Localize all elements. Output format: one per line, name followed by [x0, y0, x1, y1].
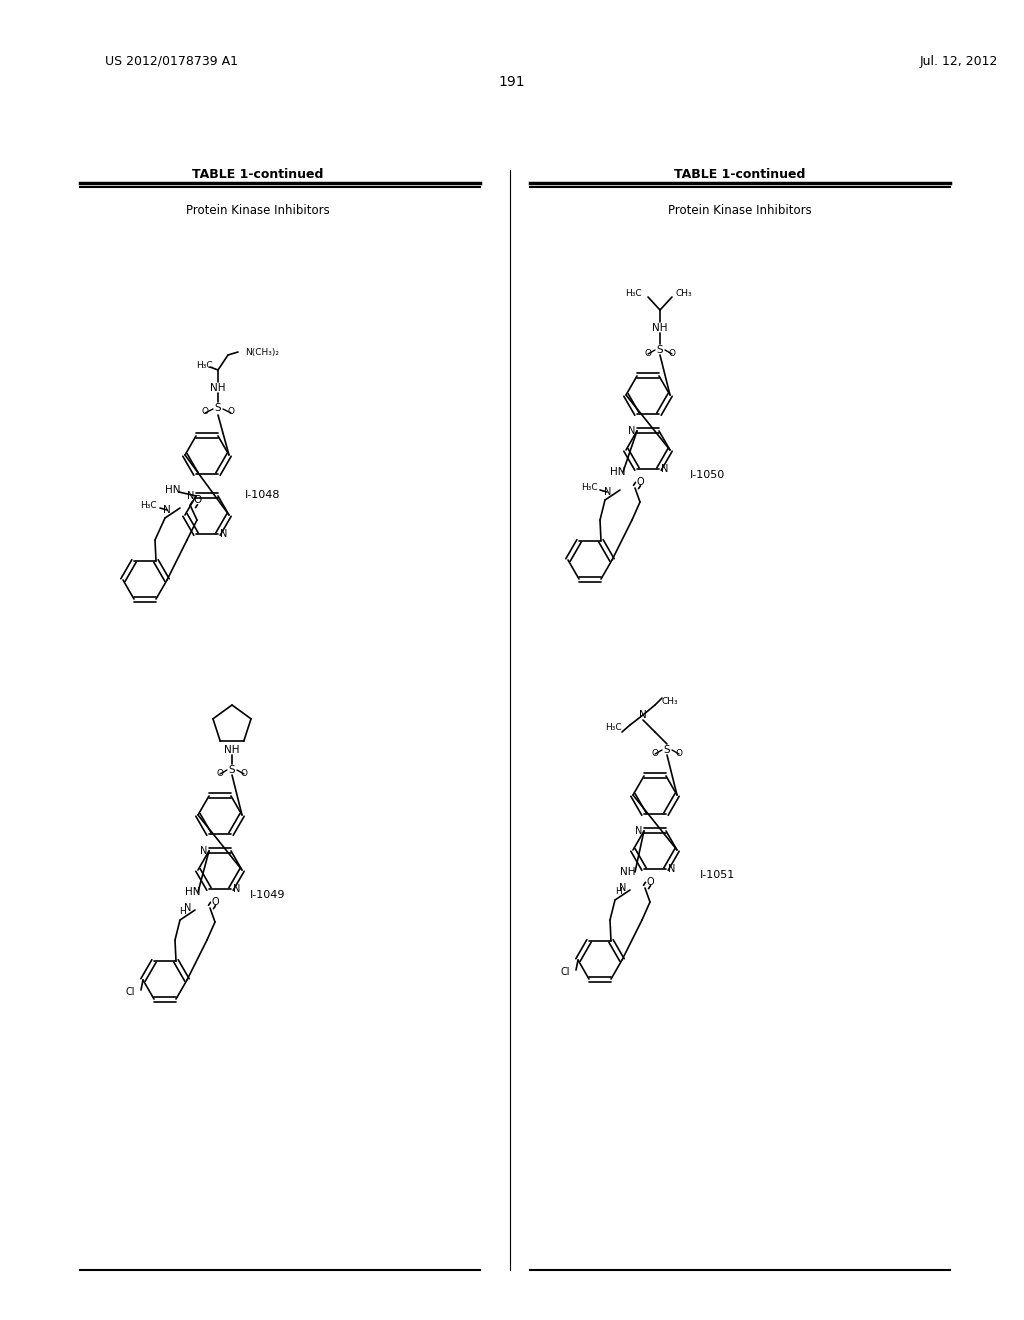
Text: Protein Kinase Inhibitors: Protein Kinase Inhibitors [668, 203, 812, 216]
Text: S: S [228, 766, 236, 775]
Text: S: S [656, 345, 664, 355]
Text: H: H [179, 908, 186, 916]
Text: HN: HN [610, 467, 626, 477]
Text: H₃C: H₃C [605, 723, 622, 733]
Text: N: N [668, 865, 676, 874]
Text: O: O [211, 898, 219, 907]
Text: O: O [202, 408, 209, 417]
Text: US 2012/0178739 A1: US 2012/0178739 A1 [105, 55, 238, 69]
Text: I-1048: I-1048 [245, 490, 281, 500]
Text: H: H [614, 887, 622, 896]
Text: I-1050: I-1050 [690, 470, 725, 480]
Text: H₃C: H₃C [197, 360, 213, 370]
Text: NH: NH [210, 383, 225, 393]
Text: H₃C: H₃C [140, 500, 157, 510]
Text: O: O [646, 876, 653, 887]
Text: O: O [241, 768, 248, 777]
Text: Cl: Cl [560, 968, 570, 977]
Text: Jul. 12, 2012: Jul. 12, 2012 [920, 55, 998, 69]
Text: N: N [186, 491, 194, 502]
Text: O: O [676, 748, 683, 758]
Text: TABLE 1-continued: TABLE 1-continued [193, 169, 324, 181]
Text: O: O [644, 348, 651, 358]
Text: O: O [216, 768, 223, 777]
Text: NH: NH [224, 744, 240, 755]
Text: O: O [651, 748, 658, 758]
Text: Cl: Cl [126, 987, 135, 997]
Text: O: O [669, 348, 676, 358]
Text: CH₃: CH₃ [676, 289, 692, 298]
Text: N: N [200, 846, 207, 855]
Text: N: N [184, 903, 191, 913]
Text: O: O [636, 477, 644, 487]
Text: NH: NH [621, 867, 636, 876]
Text: H₃C: H₃C [582, 483, 598, 492]
Text: TABLE 1-continued: TABLE 1-continued [675, 169, 806, 181]
Text: I-1049: I-1049 [250, 890, 286, 900]
Text: N: N [639, 710, 647, 719]
Text: N: N [662, 465, 669, 474]
Text: Protein Kinase Inhibitors: Protein Kinase Inhibitors [186, 203, 330, 216]
Text: N(CH₃)₂: N(CH₃)₂ [245, 347, 279, 356]
Text: N: N [620, 883, 627, 894]
Text: S: S [664, 744, 671, 755]
Text: H₃C: H₃C [626, 289, 642, 298]
Text: NH: NH [652, 323, 668, 333]
Text: S: S [215, 403, 221, 413]
Text: CH₃: CH₃ [662, 697, 679, 706]
Text: I-1051: I-1051 [700, 870, 735, 880]
Text: N: N [604, 487, 611, 498]
Text: N: N [163, 506, 171, 515]
Text: N: N [635, 826, 642, 836]
Text: N: N [233, 884, 241, 894]
Text: HN: HN [165, 484, 181, 495]
Text: O: O [193, 495, 201, 506]
Text: N: N [220, 529, 227, 539]
Text: O: O [227, 408, 234, 417]
Text: 191: 191 [499, 75, 525, 88]
Text: N: N [628, 426, 635, 436]
Text: HN: HN [185, 887, 201, 898]
